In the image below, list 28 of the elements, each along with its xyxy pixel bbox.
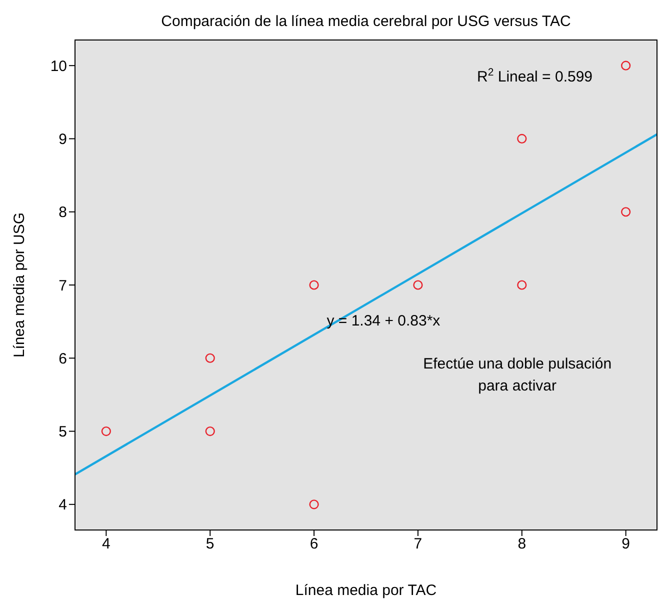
x-tick-label: 6: [310, 536, 318, 553]
point: [517, 134, 527, 144]
y-axis-title: Línea media por USG: [11, 212, 28, 358]
point: [309, 500, 319, 510]
point: [101, 426, 111, 436]
y-tick-label: 5: [58, 424, 67, 441]
y-tick-label: 10: [50, 58, 67, 75]
x-tick-label: 9: [622, 536, 630, 553]
point: [205, 353, 215, 363]
point: [413, 280, 423, 290]
point: [309, 280, 319, 290]
point: [621, 207, 631, 217]
chart-title: Comparación de la línea media cerebral por USG versus TAC: [161, 13, 571, 30]
annotation: R$^{2}$ Lineal = 0.599: [477, 66, 593, 86]
point: [621, 60, 631, 70]
y-tick-label: 8: [58, 204, 67, 222]
point: [205, 426, 215, 436]
x-tick-label: 4: [102, 536, 110, 553]
x-tick-label: 5: [206, 536, 214, 553]
point: [517, 280, 527, 290]
y-tick-label: 4: [58, 496, 67, 514]
x-tick-label: 8: [518, 536, 526, 553]
x-axis-title: Línea media por TAC: [295, 582, 437, 599]
y-tick-label: 6: [58, 350, 67, 368]
y-tick-label: 7: [58, 277, 67, 294]
annotation: Efectúe una doble pulsación para activar: [423, 355, 612, 394]
x-tick-label: 7: [414, 536, 422, 553]
y-tick-label: 9: [58, 131, 67, 148]
